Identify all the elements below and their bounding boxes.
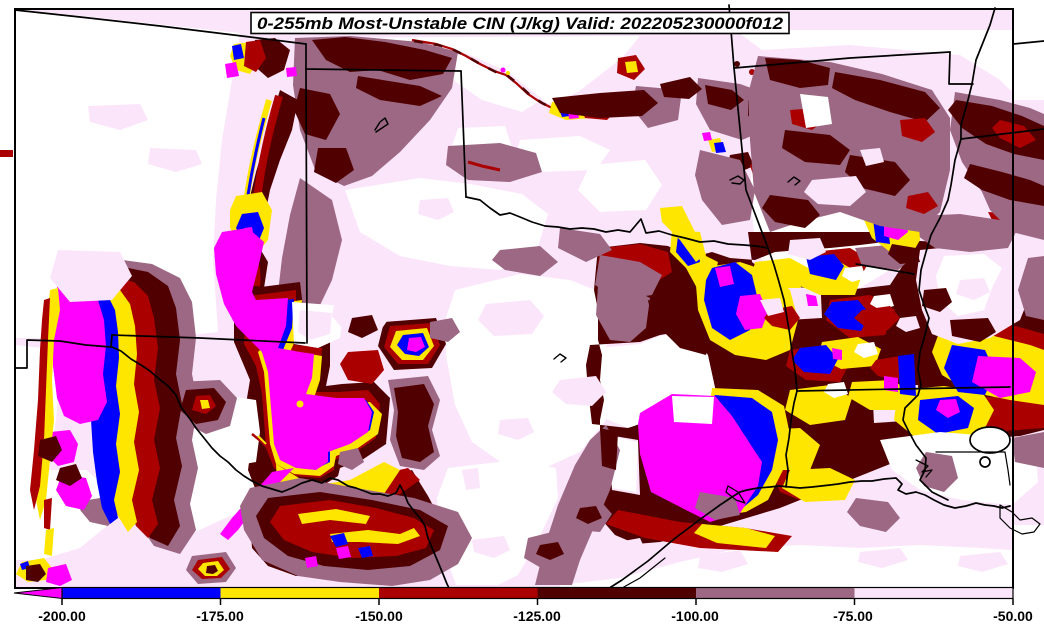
svg-text:-175.00: -175.00	[196, 608, 244, 624]
svg-text:-125.00: -125.00	[513, 608, 561, 624]
svg-text:-200.00: -200.00	[38, 608, 86, 624]
svg-text:-50.00: -50.00	[993, 608, 1033, 624]
svg-text:-150.00: -150.00	[355, 608, 403, 624]
svg-text:-75.00: -75.00	[833, 608, 873, 624]
svg-text:0-255mb Most-Unstable CIN (J/k: 0-255mb Most-Unstable CIN (J/kg) Valid: …	[257, 14, 784, 33]
svg-text:-100.00: -100.00	[671, 608, 719, 624]
